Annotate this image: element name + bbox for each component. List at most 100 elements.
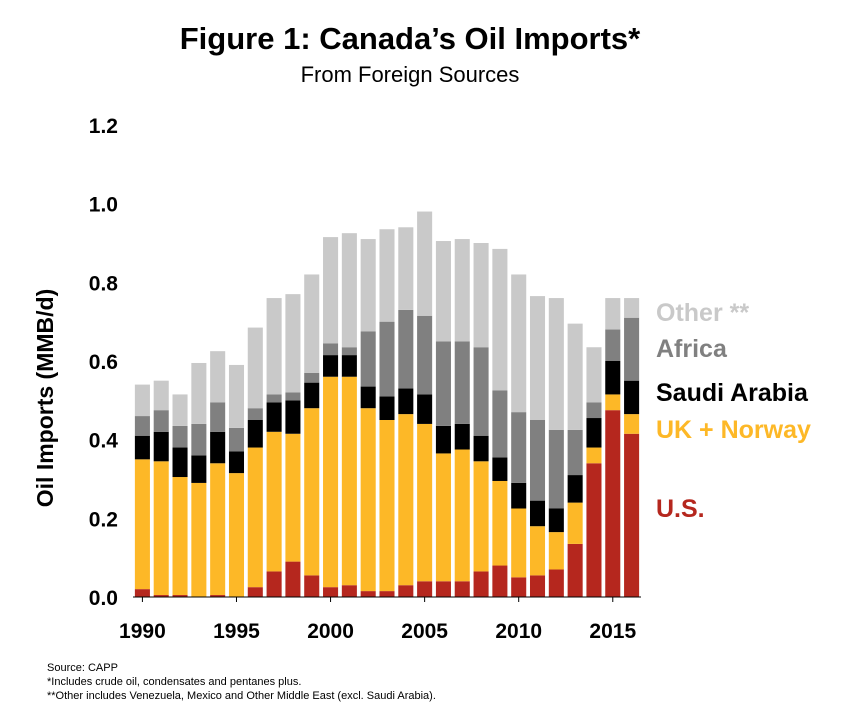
bar-segment	[511, 577, 527, 597]
y-tick-label: 0.0	[89, 587, 118, 610]
bar-segment	[398, 227, 414, 310]
bar-segment	[379, 229, 395, 322]
bar-segment	[473, 347, 489, 436]
bar-segment	[360, 386, 376, 409]
bar-segment	[435, 453, 451, 582]
bar-segment	[210, 595, 226, 597]
bar-segment	[624, 433, 640, 597]
chart-title: Figure 1: Canada’s Oil Imports*	[180, 21, 641, 56]
bar-segment	[172, 595, 188, 597]
bar-segment	[266, 571, 282, 597]
bar-segment	[454, 449, 470, 582]
chart-subtitle: From Foreign Sources	[301, 62, 520, 87]
bars	[134, 211, 640, 597]
bar-segment	[567, 323, 583, 430]
bar-segment	[567, 475, 583, 503]
bar-segment	[379, 591, 395, 597]
bar-segment	[323, 343, 339, 356]
y-tick-label: 0.6	[89, 351, 118, 374]
bar-segment	[548, 508, 564, 533]
x-tick-label: 2000	[307, 620, 354, 643]
x-tick-label: 2015	[589, 620, 636, 643]
bar-segment	[398, 585, 414, 597]
bar-segment	[360, 591, 376, 597]
legend-entry: U.S.	[656, 495, 705, 523]
bar-segment	[435, 581, 451, 597]
y-axis: 0.0 0.2 0.4 0.6 0.8 1.0 1.2	[89, 115, 119, 610]
bar-segment	[247, 447, 263, 588]
bar-segment	[454, 581, 470, 597]
bar-segment	[529, 526, 546, 576]
bar-segment	[511, 274, 527, 413]
bar-segment	[191, 482, 207, 597]
bar-segment	[172, 477, 188, 596]
legend-entry: Saudi Arabia	[656, 379, 809, 407]
bar-segment	[210, 351, 226, 403]
x-tick-label: 2005	[401, 620, 448, 643]
bar-segment	[172, 447, 188, 478]
bar-segment	[548, 532, 564, 570]
bar-segment	[511, 412, 527, 483]
bar-segment	[492, 565, 508, 597]
x-tick-label: 1990	[119, 620, 166, 643]
bar-segment	[228, 451, 245, 474]
bar-segment	[398, 388, 414, 415]
bar-segment	[153, 410, 169, 432]
bar-segment	[323, 376, 339, 588]
bar-segment	[492, 390, 508, 458]
bar-segment	[304, 274, 320, 373]
bar-segment	[191, 362, 207, 424]
bar-segment	[624, 317, 640, 381]
bar-segment	[247, 327, 263, 409]
bar-segment	[586, 402, 602, 419]
bar-segment	[304, 408, 320, 576]
bar-segment	[586, 418, 602, 448]
bar-segment	[341, 233, 357, 348]
bar-segment	[417, 315, 433, 395]
bar-segment	[153, 431, 169, 462]
bar-segment	[586, 463, 602, 597]
bar-segment	[567, 429, 583, 476]
legend-entry: Other **	[656, 299, 749, 327]
bar-segment	[134, 435, 150, 460]
bar-segment	[605, 361, 621, 395]
bar-segment	[529, 500, 546, 527]
bar-segment	[172, 394, 188, 426]
bar-segment	[586, 347, 602, 403]
bar-segment	[567, 543, 583, 597]
bar-segment	[529, 575, 546, 597]
bar-segment	[398, 309, 414, 389]
legend-entry: Africa	[656, 335, 728, 363]
bar-segment	[492, 248, 508, 391]
footnote-line: *Includes crude oil, condensates and pen…	[47, 676, 301, 688]
bar-segment	[285, 433, 301, 562]
bar-segment	[435, 425, 451, 454]
y-tick-label: 0.2	[89, 508, 118, 531]
bar-segment	[210, 402, 226, 432]
bar-segment	[379, 396, 395, 420]
bar-segment	[473, 435, 489, 462]
bar-segment	[341, 585, 357, 597]
bar-segment	[492, 480, 508, 566]
bar-segment	[548, 298, 564, 430]
bar-segment	[624, 380, 640, 415]
legend-entry: UK + Norway	[656, 416, 811, 444]
bar-segment	[341, 347, 357, 356]
bar-segment	[417, 394, 433, 424]
bar-segment	[228, 473, 245, 597]
bar-segment	[134, 459, 150, 590]
footnote-line: Source: CAPP	[47, 662, 118, 674]
bar-segment	[454, 239, 470, 342]
bar-segment	[605, 394, 621, 411]
bar-segment	[304, 372, 320, 383]
bar-segment	[134, 384, 150, 417]
bar-segment	[134, 589, 150, 597]
bar-segment	[586, 447, 602, 464]
bar-segment	[191, 423, 207, 456]
bar-segment	[529, 296, 546, 420]
bar-segment	[379, 321, 395, 397]
bar-segment	[228, 364, 245, 428]
footnotes: Source: CAPP *Includes crude oil, condens…	[47, 662, 436, 702]
bar-segment	[398, 414, 414, 586]
bar-segment	[210, 463, 226, 596]
